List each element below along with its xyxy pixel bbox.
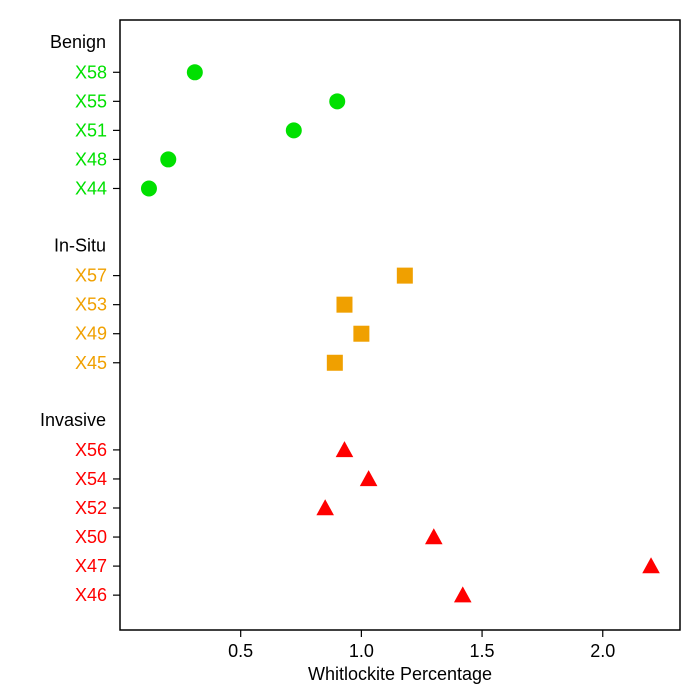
group-header: Invasive <box>40 410 106 430</box>
data-point-triangle <box>425 528 443 544</box>
data-point-square <box>336 297 352 313</box>
data-point-square <box>397 268 413 284</box>
y-tick-label: X47 <box>75 556 107 576</box>
y-tick-label: X51 <box>75 120 107 140</box>
data-point-triangle <box>642 557 660 573</box>
y-tick-label: X54 <box>75 469 107 489</box>
y-tick-label: X58 <box>75 62 107 82</box>
data-point-circle <box>187 64 203 80</box>
x-tick-label: 2.0 <box>590 641 615 661</box>
data-point-triangle <box>336 441 354 457</box>
y-tick-label: X53 <box>75 295 107 315</box>
plot-border <box>120 20 680 630</box>
y-tick-label: X52 <box>75 498 107 518</box>
y-tick-label: X45 <box>75 353 107 373</box>
x-tick-label: 0.5 <box>228 641 253 661</box>
y-tick-label: X55 <box>75 91 107 111</box>
y-tick-label: X56 <box>75 440 107 460</box>
data-point-triangle <box>316 499 334 515</box>
data-point-circle <box>141 180 157 196</box>
group-header: Benign <box>50 32 106 52</box>
data-point-triangle <box>360 470 378 486</box>
x-tick-label: 1.0 <box>349 641 374 661</box>
data-point-square <box>353 326 369 342</box>
data-point-circle <box>286 122 302 138</box>
data-point-triangle <box>454 586 472 602</box>
y-tick-label: X48 <box>75 149 107 169</box>
data-point-circle <box>329 93 345 109</box>
y-tick-label: X57 <box>75 266 107 286</box>
x-axis-label: Whitlockite Percentage <box>308 664 492 684</box>
chart-container: Benign X58 X55 X51 X48 X44 In-Situ X57 X53 X49 X45… <box>0 0 700 687</box>
dot-strip-chart: Benign X58 X55 X51 X48 X44 In-Situ X57 X53 X49 X45… <box>0 0 700 687</box>
y-tick-label: X50 <box>75 527 107 547</box>
y-tick-label: X44 <box>75 178 107 198</box>
data-point-circle <box>160 151 176 167</box>
data-point-square <box>327 355 343 371</box>
y-tick-label: X46 <box>75 585 107 605</box>
y-tick-label: X49 <box>75 324 107 344</box>
x-tick-label: 1.5 <box>470 641 495 661</box>
group-header: In-Situ <box>54 236 106 256</box>
